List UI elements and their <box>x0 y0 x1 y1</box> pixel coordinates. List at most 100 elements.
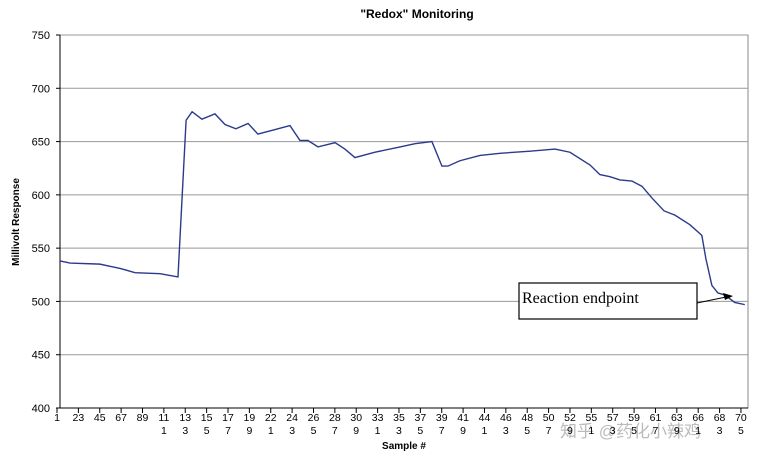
y-axis-label: Millivolt Response <box>11 178 22 266</box>
y-tick-label: 650 <box>32 137 50 149</box>
x-tick-label-line: 24 <box>286 412 298 424</box>
x-tick-label: 11 1 <box>158 412 169 437</box>
x-tick-label-line: 9 <box>674 425 680 437</box>
x-tick-label-line: 26 <box>308 412 320 424</box>
x-tick-label: 50 7 <box>543 412 555 437</box>
x-tick-label: 45 <box>94 412 106 424</box>
x-tick-label-line: 46 <box>500 412 512 424</box>
x-tick-label-line: 7 <box>225 425 231 437</box>
y-tick-label: 450 <box>32 350 50 362</box>
x-tick-label-line: 22 <box>265 412 277 424</box>
x-tick-label-line: 5 <box>738 425 744 437</box>
x-tick-label: 30 9 <box>350 412 362 437</box>
x-tick-label: 19 9 <box>244 412 256 437</box>
x-tick-label-line: 45 <box>94 412 106 424</box>
x-tick-label-line: 13 <box>179 412 191 424</box>
x-tick-label-line: 7 <box>653 425 659 437</box>
x-tick-label-line: 1 <box>161 425 167 437</box>
x-tick-label: 59 5 <box>628 412 640 437</box>
x-tick-label-line: 7 <box>546 425 552 437</box>
x-tick-label: 89 <box>137 412 149 424</box>
x-tick-label-line: 3 <box>182 425 188 437</box>
x-tick-label-line: 37 <box>415 412 427 424</box>
y-tick-label: 750 <box>32 30 50 42</box>
y-tick-label: 550 <box>32 243 50 255</box>
x-tick-label-line: 55 <box>585 412 597 424</box>
x-tick-label-line: 68 <box>714 412 726 424</box>
x-tick-label: 67 <box>115 412 127 424</box>
x-tick-label: 35 3 <box>393 412 405 437</box>
x-tick-label: 44 1 <box>479 412 491 437</box>
x-tick-label-line: 1 <box>482 425 488 437</box>
data-line <box>59 110 745 306</box>
x-tick-label-line: 11 <box>158 412 169 424</box>
x-tick-label-line: 61 <box>650 412 662 424</box>
annotation-text: Reaction endpoint <box>522 290 639 307</box>
x-tick-label-line: 17 <box>222 412 234 424</box>
x-tick-label-line: 67 <box>115 412 127 424</box>
x-tick-label-line: 63 <box>671 412 683 424</box>
x-tick-label: 63 9 <box>671 412 683 437</box>
x-tick-label: 24 3 <box>286 412 298 437</box>
annotation-arrowhead <box>723 293 733 300</box>
x-tick-label: 1 <box>54 412 60 424</box>
x-tick-label-line: 1 <box>54 412 60 424</box>
annotation-arrow <box>696 296 727 304</box>
x-tick-label: 23 <box>73 412 85 424</box>
x-tick-label: 22 1 <box>265 412 277 437</box>
x-tick-label: 52 9 <box>564 412 576 437</box>
x-tick-label-line: 7 <box>439 425 445 437</box>
x-tick-label: 33 1 <box>372 412 384 437</box>
x-tick-label-line: 3 <box>610 425 616 437</box>
x-tick-label: 17 7 <box>222 412 234 437</box>
x-tick-label: 61 7 <box>650 412 662 437</box>
x-tick-label-line: 5 <box>631 425 637 437</box>
x-tick-label-line: 9 <box>460 425 466 437</box>
x-tick-label: 66 1 <box>692 412 704 437</box>
x-tick-label-line: 7 <box>332 425 338 437</box>
x-tick-label: 41 9 <box>457 412 469 437</box>
x-tick-label-line: 41 <box>457 412 469 424</box>
x-tick-label-line: 89 <box>137 412 149 424</box>
x-tick-label: 55 1 <box>585 412 597 437</box>
x-tick-label-line: 5 <box>524 425 530 437</box>
x-tick-label: 13 3 <box>179 412 191 437</box>
x-tick-label: 46 3 <box>500 412 512 437</box>
y-tick-label: 500 <box>32 296 50 308</box>
x-tick-label-line: 3 <box>503 425 509 437</box>
x-tick-label-line: 52 <box>564 412 576 424</box>
x-tick-label-line: 30 <box>350 412 362 424</box>
x-tick-label-line: 1 <box>375 425 381 437</box>
x-tick-label-line: 57 <box>607 412 619 424</box>
x-tick-label-line: 33 <box>372 412 384 424</box>
x-tick-label: 68 3 <box>714 412 726 437</box>
x-tick-label-line: 15 <box>201 412 213 424</box>
x-tick-label-line: 1 <box>268 425 274 437</box>
x-tick-label-line: 5 <box>204 425 210 437</box>
x-tick-label: 37 5 <box>415 412 427 437</box>
x-tick-label-line: 5 <box>311 425 317 437</box>
x-tick-label-line: 3 <box>289 425 295 437</box>
watermark: 知乎 @药化小辣鸡 <box>560 422 701 441</box>
x-tick-label: 28 7 <box>329 412 341 437</box>
x-tick-label: 70 5 <box>735 412 747 437</box>
x-tick-label-line: 3 <box>717 425 723 437</box>
x-tick-label-line: 23 <box>73 412 85 424</box>
x-tick-label-line: 3 <box>396 425 402 437</box>
x-tick-label-line: 1 <box>695 425 701 437</box>
x-tick-label: 39 7 <box>436 412 448 437</box>
y-tick-label: 400 <box>32 403 50 415</box>
x-tick-label-line: 59 <box>628 412 640 424</box>
x-axis-label: Sample # <box>382 441 426 452</box>
y-tick-label: 700 <box>32 83 50 95</box>
x-tick-label: 57 3 <box>607 412 619 437</box>
annotation-box <box>518 282 698 320</box>
x-tick-label-line: 1 <box>588 425 594 437</box>
x-tick-label-line: 39 <box>436 412 448 424</box>
x-tick-label-line: 9 <box>567 425 573 437</box>
plot-area <box>59 34 749 409</box>
y-tick-label: 600 <box>32 190 50 202</box>
x-tick-label-line: 19 <box>244 412 256 424</box>
x-tick-label-line: 28 <box>329 412 341 424</box>
